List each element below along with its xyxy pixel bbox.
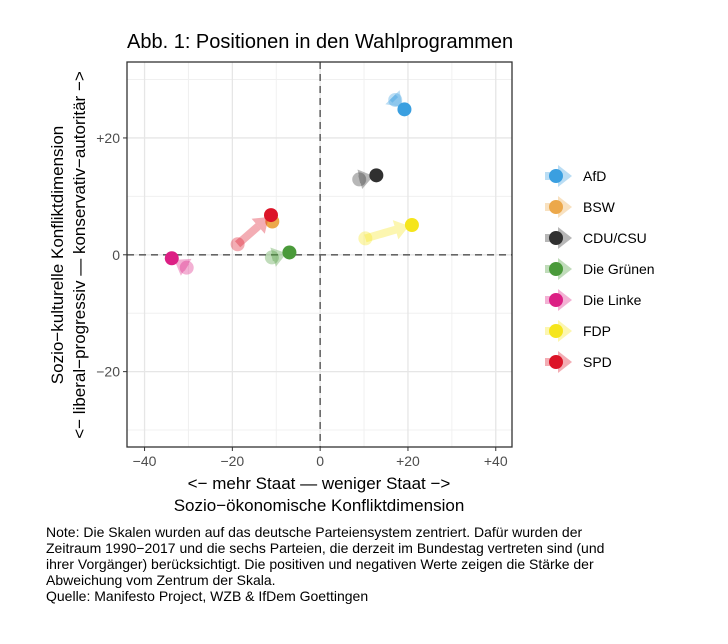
legend-arrow-head-bsw	[558, 196, 572, 218]
arrow-head-die-linke	[174, 258, 192, 276]
point-spd	[263, 208, 278, 223]
point-die-linke	[164, 251, 179, 266]
x-tick-label: +20	[396, 453, 420, 469]
x-tick-label: −20	[220, 453, 244, 469]
y-axis-label-2: <− liberal−progressiv — konservativ−auto…	[70, 71, 89, 439]
y-axis-label-1: Sozio−kulturelle Konfliktdimension	[48, 126, 67, 384]
axes: −40 −20 0 +20 +40 −20 0 +20	[96, 61, 513, 469]
x-axis-label-1: <− mehr Staat — weniger Staat −>	[188, 474, 451, 493]
legend-label-cdu-csu: CDU/CSU	[583, 230, 647, 246]
source-line: Quelle: Manifesto Project, WZB & IfDem G…	[46, 588, 369, 604]
legend-point-afd	[549, 169, 563, 183]
legend-arrow-head-spd	[558, 351, 572, 373]
note-line: ihrer Vorgänger) berücksichtigt. Die pos…	[46, 556, 594, 572]
point-cdu-csu	[369, 168, 384, 183]
plot-marks	[164, 90, 419, 276]
arrow-head-spd	[251, 217, 269, 234]
y-tick-label: −20	[96, 364, 120, 380]
y-tick-label: +20	[96, 130, 120, 146]
start-point-cdu-csu	[352, 172, 367, 187]
note-line: Note: Die Skalen wurden auf das deutsche…	[46, 524, 583, 540]
x-tick-label: +40	[484, 453, 508, 469]
legend-point-die-linke	[549, 293, 563, 307]
arrow-shaft-spd	[234, 223, 261, 248]
start-point-afd	[388, 92, 403, 107]
start-point-die-linke	[179, 260, 194, 275]
legend-arrow-head-fdp	[558, 320, 572, 342]
legend-label-die-gr-nen: Die Grünen	[583, 261, 655, 277]
chart-title: Abb. 1: Positionen in den Wahlprogrammen	[127, 31, 513, 53]
legend-label-spd: SPD	[583, 354, 612, 370]
legend-arrow-head-die-linke	[558, 289, 572, 311]
legend-arrow-head-cdu-csu	[558, 227, 572, 249]
legend-point-fdp	[549, 324, 563, 338]
start-point-fdp	[358, 231, 373, 246]
legend-point-bsw	[549, 200, 563, 214]
legend-label-bsw: BSW	[583, 199, 616, 215]
chart: Abb. 1: Positionen in den Wahlprogrammen…	[48, 31, 655, 515]
legend-point-cdu-csu	[549, 231, 563, 245]
x-tick-label: −40	[133, 453, 157, 469]
legend: AfD BSW CDU/CSU Die Grünen Die Linke FDP SPD	[545, 165, 655, 373]
legend-point-spd	[549, 355, 563, 369]
note: Note: Die Skalen wurden auf das deutsche…	[46, 524, 716, 604]
arrow-shaft-fdp	[364, 225, 397, 243]
x-tick-label: 0	[316, 453, 324, 469]
arrow-shaft-afd	[389, 94, 399, 103]
x-axis-label-2: Sozio−ökonomische Konfliktdimension	[174, 496, 465, 515]
note-line: Abweichung vom Zentrum der Skala.	[46, 572, 276, 588]
plot-panel	[127, 62, 512, 447]
legend-arrow-head-die-gr-nen	[558, 258, 572, 280]
y-tick-label: 0	[112, 247, 120, 263]
legend-label-afd: AfD	[583, 168, 606, 184]
point-afd	[397, 102, 412, 117]
legend-label-die-linke: Die Linke	[583, 292, 642, 308]
start-point-die-gr-nen	[264, 250, 279, 265]
legend-point-die-gr-nen	[549, 262, 563, 276]
point-die-gr-nen	[282, 245, 297, 260]
note-line: Zeitraum 1990−2017 und die sechs Parteie…	[46, 540, 605, 556]
point-fdp	[404, 217, 419, 232]
start-point-spd	[230, 237, 245, 252]
legend-label-fdp: FDP	[583, 323, 611, 339]
legend-arrow-head-afd	[558, 165, 572, 187]
arrow-head-afd	[385, 90, 403, 108]
